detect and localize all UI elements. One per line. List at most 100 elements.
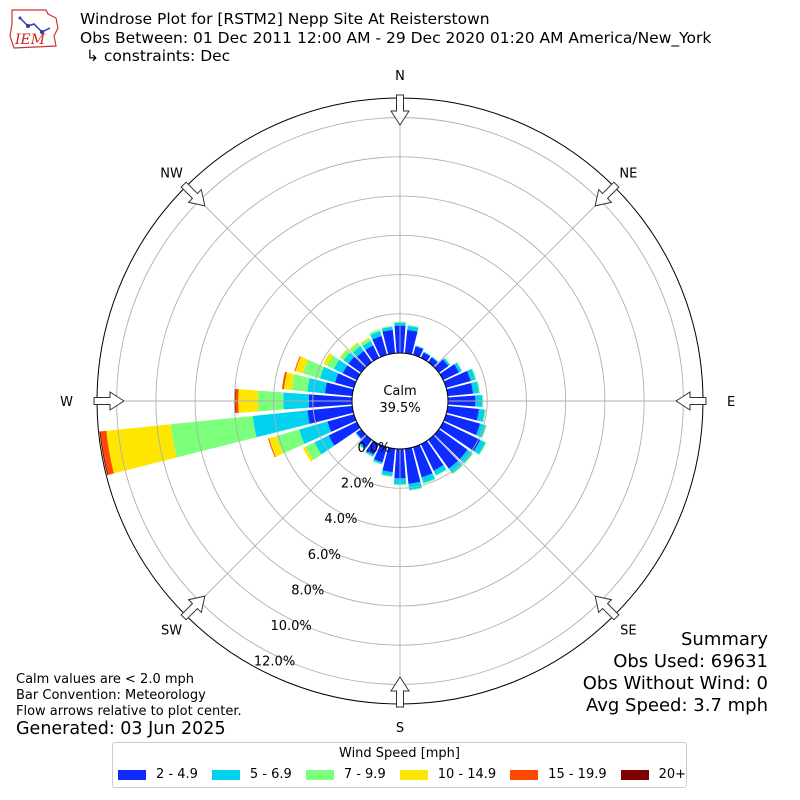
compass-label-sw: SW <box>161 623 182 638</box>
radial-tick-label: 8.0% <box>291 583 324 598</box>
legend-label: 2 - 4.9 <box>156 767 198 782</box>
bar-dir-110-bin-0 <box>443 414 481 436</box>
flow-arrow-icon <box>594 181 620 207</box>
bar-dir-300-bin-3 <box>323 353 333 366</box>
bar-dir-80-bin-2 <box>476 381 480 393</box>
bar-dir-100-bin-2 <box>482 409 486 423</box>
compass-label-s: S <box>396 721 404 736</box>
compass-label-nw: NW <box>160 167 183 182</box>
bar-dir-200-bin-1 <box>373 459 383 465</box>
flow-arrow-icon <box>390 676 410 708</box>
bar-dir-280-bin-2 <box>291 374 310 392</box>
calm-value: 39.5% <box>379 401 420 416</box>
bar-dir-10-bin-2 <box>407 324 419 328</box>
bar-dir-320-bin-1 <box>352 346 364 357</box>
flow-arrow-icon <box>93 391 125 411</box>
radial-tick-labels: 0.0% 2.0% 4.0% 6.0% 8.0% 10.0% 12.0% <box>254 441 391 669</box>
bar-dir-70-bin-0 <box>443 370 471 388</box>
bar-dir-250-bin-1 <box>299 421 332 444</box>
bar-dir-280-bin-1 <box>307 378 327 394</box>
legend-swatch <box>211 769 240 780</box>
summary-obs-used: Obs Used: 69631 <box>613 651 768 672</box>
bar-dir-280-bin-3 <box>283 372 295 390</box>
bar-dir-310-bin-1 <box>343 352 355 364</box>
bar-dir-290-bin-3 <box>295 356 308 374</box>
bar-dir-260-bin-4 <box>100 430 114 475</box>
bar-dir-20-bin-0 <box>413 346 424 358</box>
bar-dir-250-bin-0 <box>327 414 357 432</box>
flow-arrow-icon <box>180 181 206 207</box>
legend-swatch <box>510 769 539 780</box>
bar-dir-240-bin-3 <box>302 446 314 462</box>
chart-subtitle: Obs Between: 01 Dec 2011 12:00 AM - 29 D… <box>80 29 712 47</box>
calm-label: Calm <box>383 384 416 399</box>
legend-swatch <box>305 769 334 780</box>
bar-dir-100-bin-0 <box>446 405 479 421</box>
bar-dir-130-bin-0 <box>434 429 468 460</box>
compass-label-w: W <box>60 395 73 410</box>
bars-layer <box>99 321 487 491</box>
bar-dir-150-bin-1 <box>433 465 447 476</box>
legend-label: 7 - 9.9 <box>343 767 386 782</box>
bar-dir-190-bin-1 <box>381 470 393 477</box>
compass-layer: N NE E SE S SW W NW <box>60 69 735 736</box>
bar-dir-230-bin-0 <box>356 429 366 439</box>
bar-dir-130-bin-1 <box>459 449 473 464</box>
radial-tick-label: 4.0% <box>324 512 357 527</box>
bar-dir-240-bin-0 <box>328 421 361 446</box>
bar-dir-120-bin-2 <box>478 442 487 455</box>
bar-dir-210-bin-0 <box>366 440 380 455</box>
flow-note: Flow arrows relative to plot center. <box>16 704 242 719</box>
grid-spoke-225 <box>185 434 367 616</box>
bar-dir-320-bin-3 <box>349 342 359 350</box>
bar-dir-300-bin-1 <box>333 359 348 374</box>
compass-label-n: N <box>395 69 405 84</box>
bar-dir-80-bin-1 <box>471 381 479 394</box>
bar-dir-190-bin-0 <box>382 447 396 473</box>
legend-label: 20+ <box>658 767 687 782</box>
bar-dir-10-bin-1 <box>407 325 419 332</box>
legend-swatch <box>118 769 146 780</box>
generated-date: Generated: 03 Jun 2025 <box>16 719 226 739</box>
legend-label: 10 - 14.9 <box>437 767 497 782</box>
chart-constraints: ↳ constraints: Dec <box>86 47 231 65</box>
summary-avg-speed: Avg Speed: 3.7 mph <box>586 695 768 716</box>
bar-dir-120-bin-1 <box>473 439 486 455</box>
bar-dir-200-bin-0 <box>373 444 387 463</box>
bar-dir-50-bin-1 <box>442 357 451 367</box>
legend-item: 10 - 14.9 <box>399 767 497 782</box>
bar-dir-330-bin-1 <box>362 341 374 350</box>
legend-swatch <box>399 769 428 780</box>
radial-tick-label: 6.0% <box>308 548 341 563</box>
legend-item: 5 - 6.9 <box>211 767 292 782</box>
bar-dir-40-bin-0 <box>428 357 438 367</box>
iem-logo: IEM <box>9 9 59 49</box>
legend-label: 15 - 19.9 <box>548 767 607 782</box>
bar-dir-30-bin-0 <box>420 352 431 362</box>
legend-label: 5 - 6.9 <box>249 767 292 782</box>
legend-items: 2 - 4.9 5 - 6.9 7 - 9.9 10 - 14.9 15 - 19.9 2… <box>118 767 700 782</box>
flow-arrow-icon <box>675 391 707 411</box>
bar-dir-220-bin-1 <box>358 442 367 450</box>
bar-dir-340-bin-2 <box>369 329 381 335</box>
bar-dir-330-bin-2 <box>360 338 371 346</box>
bar-convention-note: Bar Convention: Meteorology <box>16 688 206 703</box>
grid-spoke-45 <box>433 186 615 368</box>
bar-dir-210-bin-2 <box>364 452 374 458</box>
bar-dir-290-bin-2 <box>302 359 325 379</box>
bar-dir-220-bin-2 <box>357 443 366 450</box>
bar-dir-130-bin-2 <box>463 453 474 464</box>
bar-dir-140-bin-0 <box>428 435 459 469</box>
flow-arrow-icon <box>180 595 206 621</box>
bar-dir-280-bin-4 <box>281 371 287 390</box>
bar-dir-70-bin-2 <box>471 368 477 380</box>
summary-obs-without-wind: Obs Without Wind: 0 <box>582 673 768 694</box>
bar-dir-310-bin-2 <box>340 349 351 361</box>
bar-dir-30-bin-1 <box>423 351 431 357</box>
bar-dir-160-bin-2 <box>423 478 436 484</box>
bar-dir-350-bin-2 <box>381 325 393 329</box>
bar-dir-80-bin-0 <box>446 382 474 397</box>
legend-item: 7 - 9.9 <box>305 767 386 782</box>
radial-tick-label: 2.0% <box>341 477 374 492</box>
bar-dir-170-bin-0 <box>404 447 421 484</box>
